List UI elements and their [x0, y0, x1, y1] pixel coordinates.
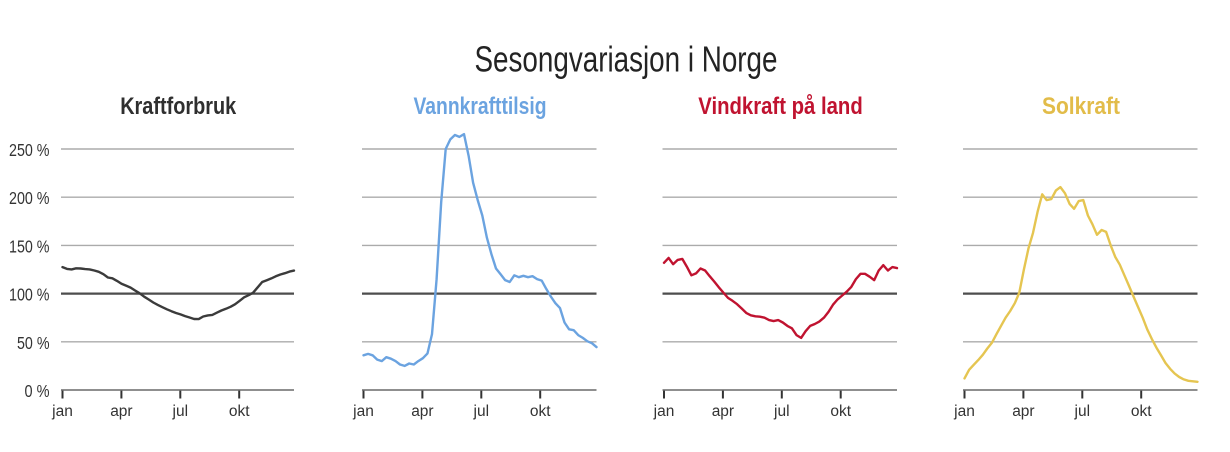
svg-text:jan: jan: [653, 403, 675, 420]
svg-text:okt: okt: [1131, 403, 1152, 420]
svg-text:50 %: 50 %: [17, 333, 50, 353]
svg-text:apr: apr: [712, 403, 734, 420]
svg-text:Kraftforbruk: Kraftforbruk: [120, 93, 237, 120]
svg-text:jan: jan: [953, 403, 975, 420]
svg-text:100 %: 100 %: [9, 285, 50, 305]
svg-text:apr: apr: [1012, 403, 1034, 420]
svg-text:Solkraft: Solkraft: [1042, 93, 1120, 120]
svg-text:jul: jul: [1074, 403, 1091, 420]
svg-text:okt: okt: [229, 403, 250, 420]
svg-text:okt: okt: [830, 403, 851, 420]
svg-text:150 %: 150 %: [9, 236, 50, 256]
svg-text:jan: jan: [51, 403, 73, 420]
svg-text:jan: jan: [352, 403, 374, 420]
svg-text:Vannkrafttilsig: Vannkrafttilsig: [414, 93, 547, 120]
svg-text:250 %: 250 %: [9, 140, 50, 160]
svg-text:0 %: 0 %: [25, 381, 50, 401]
svg-text:200 %: 200 %: [9, 188, 50, 208]
svg-text:Sesongvariasjon i Norge: Sesongvariasjon i Norge: [475, 39, 778, 79]
svg-text:okt: okt: [530, 403, 551, 420]
svg-text:apr: apr: [110, 403, 132, 420]
svg-text:jul: jul: [773, 403, 790, 420]
svg-text:apr: apr: [411, 403, 433, 420]
svg-text:jul: jul: [172, 403, 189, 420]
svg-text:jul: jul: [473, 403, 490, 420]
svg-text:Vindkraft på land: Vindkraft på land: [698, 93, 863, 120]
